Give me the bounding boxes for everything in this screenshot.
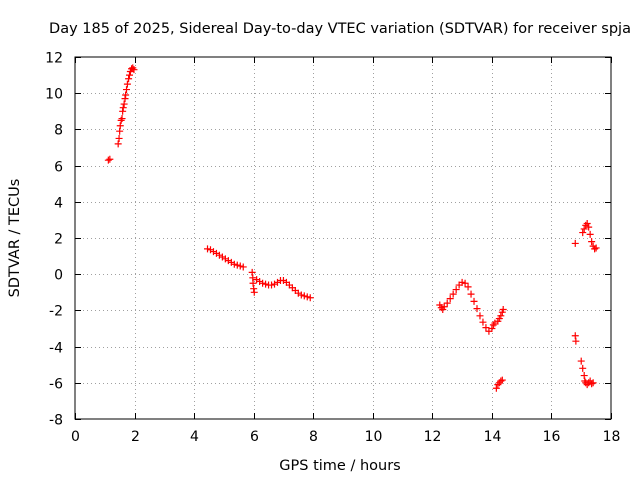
data-point (479, 318, 487, 326)
data-point (452, 286, 460, 294)
y-tick-label: 6 (54, 160, 63, 176)
data-point (497, 312, 505, 320)
tick-layer: 0 2 4 6 8 10 12 14 16 18 -8 -6 -4 -2 0 2 4 6 8 10 12 (45, 51, 620, 446)
data-point (588, 380, 596, 388)
data-point (122, 91, 130, 99)
x-tick-label: 2 (131, 429, 140, 445)
data-point (130, 66, 138, 74)
data-point (118, 115, 126, 123)
data-point (443, 299, 451, 307)
data-point (464, 283, 472, 291)
data-point (125, 75, 133, 83)
data-point (104, 156, 112, 164)
data-point (306, 294, 314, 302)
data-point (467, 290, 475, 298)
y-tick-label: 8 (54, 123, 63, 139)
data-point (300, 292, 308, 300)
data-point (591, 245, 599, 253)
data-point (262, 280, 270, 288)
x-tick-label: 10 (365, 429, 383, 445)
plot-frame (74, 56, 612, 420)
data-point (116, 122, 124, 130)
data-point (297, 291, 305, 299)
grid-layer (75, 57, 611, 419)
data-point (579, 229, 587, 237)
data-point (589, 379, 597, 387)
chart-title: Day 185 of 2025, Sidereal Day-to-day VTE… (49, 21, 631, 37)
data-point (204, 245, 212, 253)
x-tick-label: 8 (309, 429, 318, 445)
y-axis-label: SDTVAR / TECUs (7, 179, 23, 298)
x-tick-label: 12 (424, 429, 442, 445)
data-point (123, 86, 131, 94)
data-point (588, 238, 596, 246)
y-tick-label: -6 (49, 377, 63, 393)
data-point (586, 230, 594, 238)
x-tick-label: 4 (190, 429, 199, 445)
y-tick-label: 2 (54, 232, 63, 248)
data-point (583, 220, 591, 228)
data-point (580, 225, 588, 233)
y-tick-label: -8 (49, 413, 63, 429)
data-point (119, 104, 127, 112)
x-tick-label: 14 (484, 429, 502, 445)
data-point (233, 261, 241, 269)
data-point (579, 364, 587, 372)
y-tick-label: -2 (49, 304, 63, 320)
x-tick-label: 6 (250, 429, 259, 445)
data-point (106, 155, 114, 163)
data-point (577, 357, 585, 365)
data-point (498, 376, 506, 384)
data-point (125, 71, 133, 79)
data-point (250, 288, 258, 296)
data-point (592, 244, 600, 252)
data-point (499, 305, 507, 313)
data-point (473, 305, 481, 313)
data-point (268, 281, 276, 289)
x-tick-label: 18 (603, 429, 621, 445)
data-point (115, 134, 123, 142)
data-point (303, 293, 311, 301)
data-point (114, 140, 122, 148)
x-axis-label: GPS time / hours (279, 458, 400, 474)
y-tick-label: 4 (54, 196, 63, 212)
data-point (259, 279, 267, 287)
data-point (236, 262, 244, 270)
y-tick-label: 10 (45, 87, 63, 103)
data-point (461, 279, 469, 287)
data-point (470, 297, 478, 305)
data-points (104, 64, 600, 392)
data-point (449, 290, 457, 298)
data-point (123, 80, 131, 88)
data-point (446, 295, 454, 303)
data-point (482, 324, 490, 332)
x-tick-label: 0 (71, 429, 80, 445)
data-point (230, 260, 238, 268)
data-point (497, 377, 505, 385)
y-tick-label: -4 (49, 341, 63, 357)
data-point (440, 303, 448, 311)
data-point (488, 325, 496, 332)
data-point (239, 263, 247, 271)
data-point (585, 223, 593, 231)
data-point (476, 312, 484, 320)
y-tick-label: 0 (54, 268, 63, 284)
data-point (458, 278, 466, 286)
data-point (492, 384, 500, 392)
y-tick-label: 12 (45, 51, 63, 67)
data-point (120, 100, 128, 108)
x-tick-label: 16 (543, 429, 561, 445)
data-point (572, 337, 580, 345)
data-point (571, 239, 579, 247)
